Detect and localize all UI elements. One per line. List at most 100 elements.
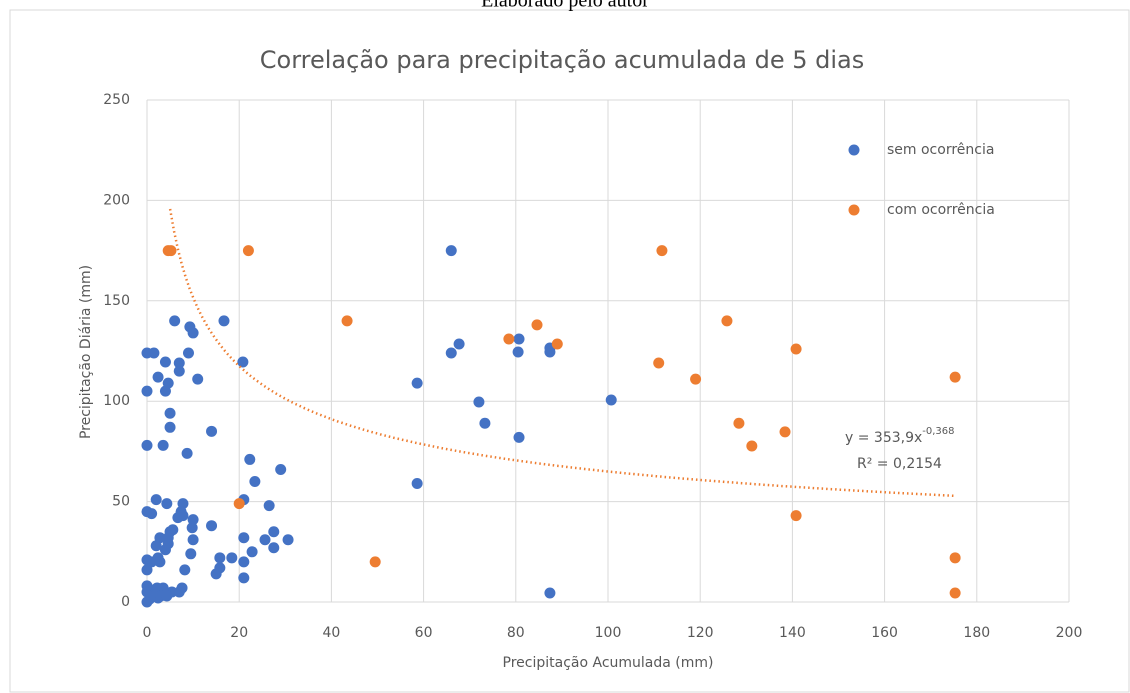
point [210, 568, 222, 580]
y-tick-label: 50 [112, 494, 130, 510]
point [479, 417, 491, 429]
point [214, 552, 226, 564]
point [146, 508, 158, 520]
point [238, 532, 250, 544]
point [605, 394, 617, 406]
x-tick-label: 0 [143, 625, 152, 641]
x-tick-label: 60 [415, 625, 433, 641]
point [445, 245, 457, 257]
point [187, 514, 199, 526]
point [161, 590, 173, 602]
point [187, 327, 199, 339]
x-tick-label: 160 [871, 625, 898, 641]
point [503, 333, 515, 345]
point [275, 463, 287, 475]
point [237, 356, 249, 368]
point [141, 580, 153, 592]
point [263, 500, 275, 512]
point [169, 315, 181, 327]
caption: Elaborado pelo autor [481, 0, 649, 12]
point [453, 338, 465, 350]
point [141, 385, 153, 397]
point [141, 596, 153, 608]
point [779, 426, 791, 438]
point [790, 343, 802, 355]
point [186, 522, 198, 534]
x-tick-label: 120 [687, 625, 714, 641]
point [206, 520, 218, 532]
point [172, 512, 184, 524]
point [162, 538, 174, 550]
point [152, 371, 164, 383]
legend-label: com ocorrência [887, 202, 995, 218]
x-tick-label: 80 [507, 625, 525, 641]
point [411, 478, 423, 490]
chart-title: Correlação para precipitação acumulada d… [260, 46, 864, 74]
y-tick-label: 150 [103, 293, 130, 309]
point [179, 564, 191, 576]
point [544, 346, 556, 358]
point [544, 587, 556, 599]
point [192, 373, 204, 385]
point [244, 453, 256, 465]
point [162, 377, 174, 389]
x-tick-label: 180 [963, 625, 990, 641]
point [513, 333, 525, 345]
y-tick-label: 100 [103, 393, 130, 409]
x-axis-label: Precipitação Acumulada (mm) [503, 655, 714, 671]
point [268, 542, 280, 554]
point [173, 365, 185, 377]
x-tick-label: 200 [1056, 625, 1083, 641]
point [157, 439, 169, 451]
point [141, 439, 153, 451]
y-tick-label: 200 [103, 192, 130, 208]
legend-marker [848, 144, 860, 156]
legend-label: sem ocorrência [887, 142, 994, 158]
point [187, 534, 199, 546]
point [690, 373, 702, 385]
point [181, 447, 193, 459]
point [259, 534, 271, 546]
equation-text: y = 353,9x [845, 430, 922, 446]
point [164, 407, 176, 419]
point [949, 552, 961, 564]
trendline-equation: y = 353,9x-0,368 [845, 426, 955, 446]
x-tick-label: 40 [322, 625, 340, 641]
point [233, 498, 245, 510]
chart-border [9, 9, 1130, 693]
point [238, 556, 250, 568]
point [218, 315, 230, 327]
point [512, 346, 524, 358]
point [513, 431, 525, 443]
point [226, 552, 238, 564]
equation-exponent: -0,368 [922, 426, 954, 437]
point [242, 245, 254, 257]
point [656, 245, 668, 257]
x-tick-label: 140 [779, 625, 806, 641]
x-tick-label: 100 [595, 625, 622, 641]
point [185, 548, 197, 560]
point [150, 540, 162, 552]
point [411, 377, 423, 389]
point [473, 396, 485, 408]
point [721, 315, 733, 327]
point [746, 440, 758, 452]
point [182, 347, 194, 359]
point [150, 494, 162, 506]
point [238, 572, 250, 584]
point [141, 554, 153, 566]
point [268, 526, 280, 538]
point [341, 315, 353, 327]
point [249, 476, 261, 488]
trendline [168, 208, 954, 498]
point [369, 556, 381, 568]
point [141, 564, 153, 576]
y-tick-label: 0 [121, 594, 130, 610]
point [154, 556, 166, 568]
point [653, 357, 665, 369]
point [949, 587, 961, 599]
point [148, 347, 160, 359]
point [165, 245, 177, 257]
point [733, 417, 745, 429]
point [445, 347, 457, 359]
